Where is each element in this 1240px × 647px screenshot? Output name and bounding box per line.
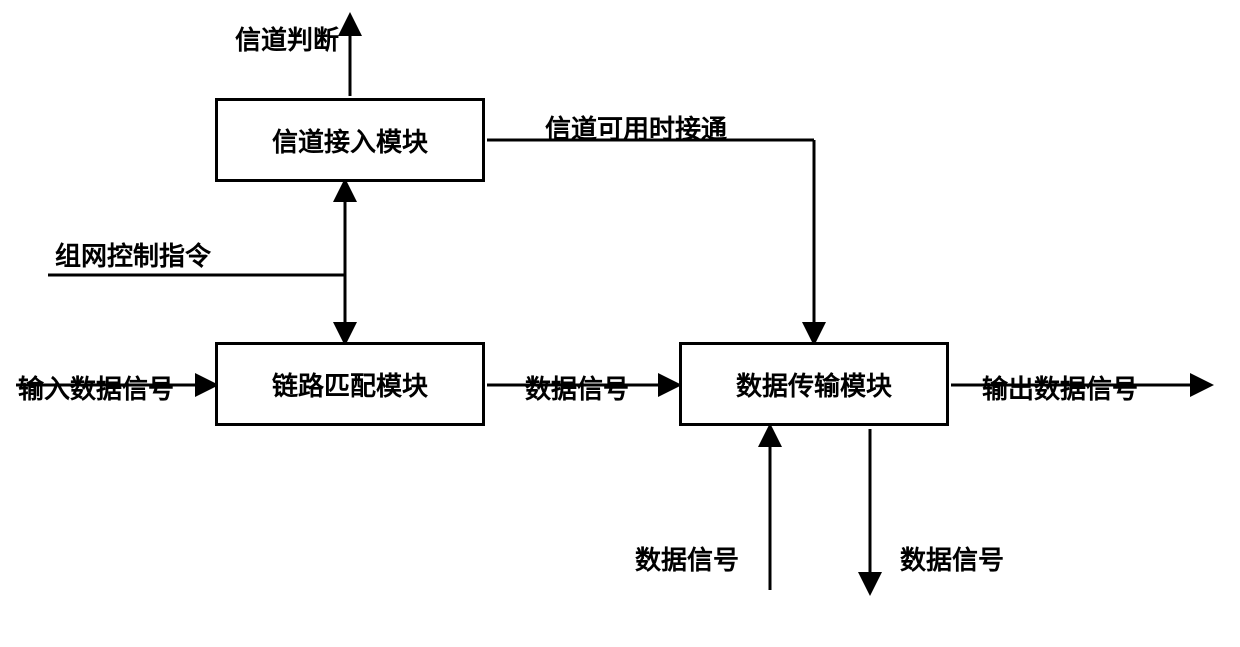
label-output_signal: 输出数据信号 [982,369,1138,406]
node-channel_access: 信道接入模块 [215,98,485,182]
label-connect_when_avail: 信道可用时接通 [545,109,727,146]
node-data_transfer: 数据传输模块 [679,342,949,426]
label-network_cmd: 组网控制指令 [55,236,211,273]
label-data_signal_in: 数据信号 [635,540,739,577]
label-data_signal_out: 数据信号 [900,540,1004,577]
label-data_signal_mid: 数据信号 [525,369,629,406]
diagram-svg [0,0,1240,647]
node-link_match: 链路匹配模块 [215,342,485,426]
label-input_signal: 输入数据信号 [18,369,174,406]
label-channel_judge: 信道判断 [235,20,339,57]
